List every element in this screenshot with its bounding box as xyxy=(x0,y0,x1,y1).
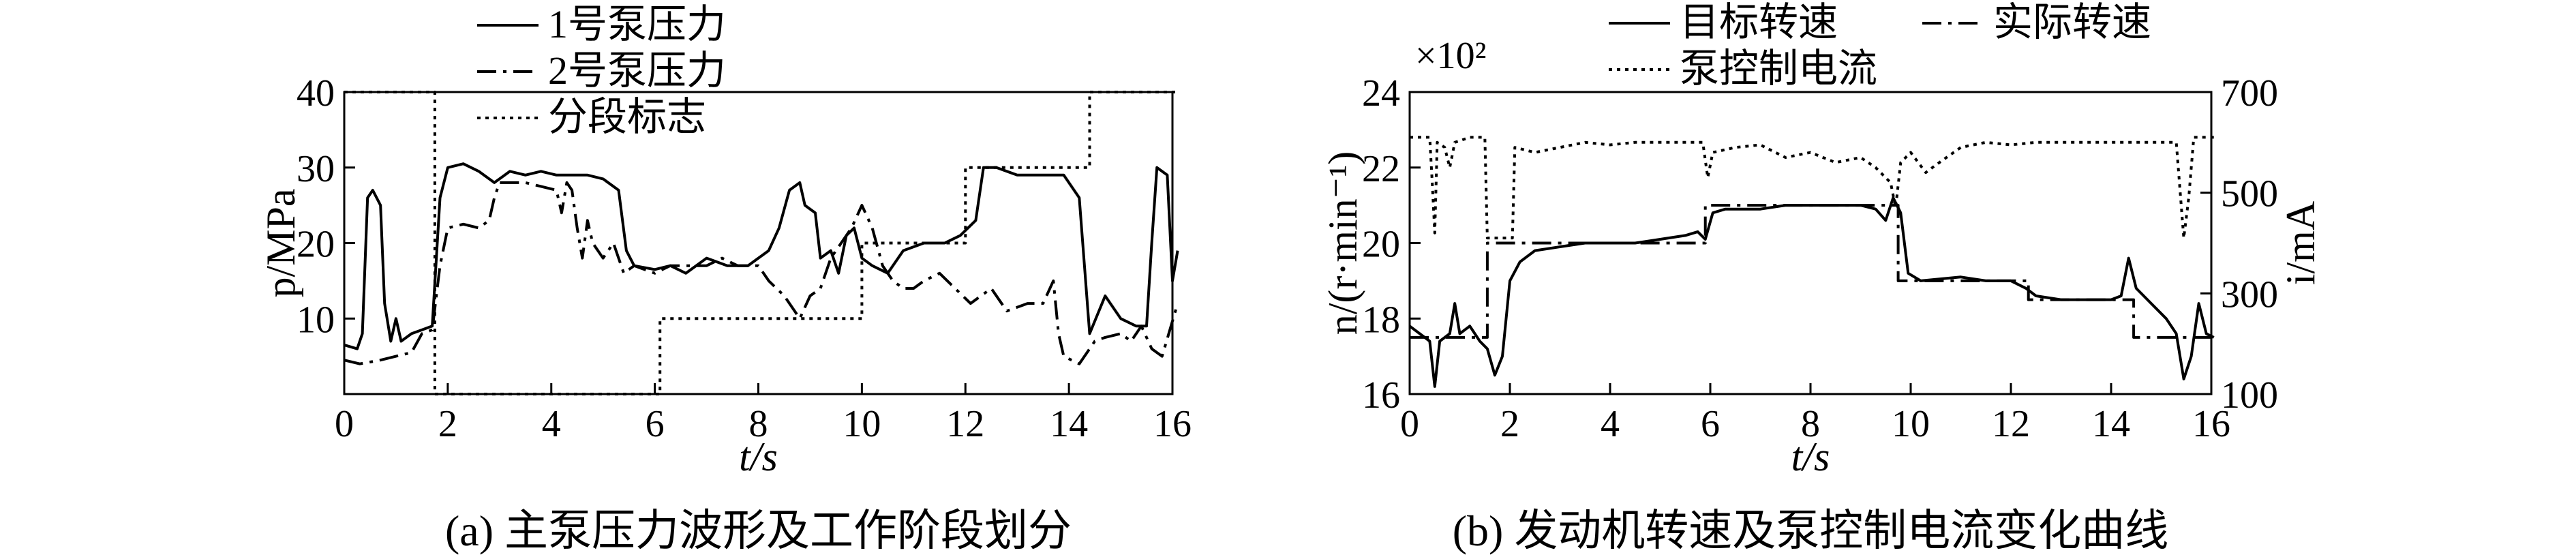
chart-b-ytick-left-label-3: 22 xyxy=(1362,148,1400,190)
chart-b-xtick-label-0: 0 xyxy=(1400,403,1419,445)
chart-b-ytick-left-label-4: 24 xyxy=(1362,72,1400,115)
chart-a-series-0-line xyxy=(344,162,1179,350)
chart-b-ytick-left-label-1: 18 xyxy=(1362,299,1400,341)
chart-a-caption: (a) 主泵压力波形及工作阶段划分 xyxy=(445,507,1072,555)
chart-a-xtick-label-0: 0 xyxy=(335,403,354,445)
chart-a-series-1 xyxy=(344,181,1179,365)
chart-b-ytick-right-label-2: 500 xyxy=(2221,173,2278,215)
chart-a-ylabel: p/MPa xyxy=(258,188,303,297)
chart-b-ytick-right-label-0: 100 xyxy=(2221,374,2278,417)
chart-a-xtick-label-4: 8 xyxy=(749,403,768,445)
chart-b-xtick-label-4: 8 xyxy=(1801,403,1820,445)
chart-b-ytick-left-label-2: 20 xyxy=(1362,224,1400,266)
chart-b-series-1 xyxy=(1410,204,2214,339)
chart-a-xlabel: t/s xyxy=(739,434,778,479)
chart-b-series-1-line xyxy=(1410,204,2214,339)
chart-b-xtick-label-6: 12 xyxy=(1992,403,2030,445)
chart-b-caption: (b) 发动机转速及泵控制电流变化曲线 xyxy=(1453,507,2169,555)
chart-b-xtick-label-2: 4 xyxy=(1601,403,1620,445)
chart-a-xtick-label-2: 4 xyxy=(542,403,561,445)
chart-a-series-2-line xyxy=(344,91,1178,395)
chart-a-ytick-label-1: 20 xyxy=(297,224,335,266)
chart-a-legend-2-label: 分段标志 xyxy=(548,95,706,139)
chart-b-xtick-label-3: 6 xyxy=(1701,403,1720,445)
chart-b-y-multiplier: ×10² xyxy=(1415,35,1486,77)
chart-b-legend-2-label: 泵控制电流 xyxy=(1680,46,1877,91)
chart-a-series-1-line xyxy=(344,181,1179,365)
chart-a-ytick-label-3: 40 xyxy=(297,72,335,115)
chart-b-legend-1-label: 实际转速 xyxy=(1993,0,2151,44)
chart-b-xlabel: t/s xyxy=(1791,434,1830,479)
chart-a-xtick-label-8: 16 xyxy=(1153,403,1192,445)
chart-b-plot-frame xyxy=(1408,91,2213,395)
chart-b-ylabel-right: i/mA xyxy=(2278,201,2323,285)
chart-a-ytick-label-0: 10 xyxy=(297,299,335,341)
chart-b-xtick-label-1: 2 xyxy=(1500,403,1519,445)
chart-a-xtick-label-3: 6 xyxy=(646,403,665,445)
chart-a-xtick-label-1: 2 xyxy=(438,403,457,445)
chart-b-series-2 xyxy=(1410,136,2214,240)
chart-b-xtick-label-7: 14 xyxy=(2092,403,2130,445)
chart-b-ytick-left-label-0: 16 xyxy=(1362,374,1400,417)
chart-b-series-0 xyxy=(1408,196,2215,388)
chart-b-ytick-right-label-3: 700 xyxy=(2221,72,2278,115)
chart-a-plot-frame xyxy=(343,91,1174,395)
chart-a-xtick-label-5: 10 xyxy=(843,403,881,445)
chart-b-xtick-label-8: 16 xyxy=(2192,403,2230,445)
chart-b-xtick-label-5: 10 xyxy=(1892,403,1930,445)
chart-a-legend-0-label: 1号泵压力 xyxy=(548,2,726,46)
chart-a-series-0 xyxy=(344,162,1179,350)
chart-b-ytick-right-label-1: 300 xyxy=(2221,273,2278,316)
chart-b-series-2-line xyxy=(1410,136,2214,240)
chart-a-legend-1-label: 2号泵压力 xyxy=(548,48,726,93)
chart-a-ytick-label-2: 30 xyxy=(297,148,335,190)
chart-b-legend-0-label: 目标转速 xyxy=(1680,0,1838,44)
chart-a-xtick-label-7: 14 xyxy=(1050,403,1088,445)
chart-a-series-2 xyxy=(344,91,1178,395)
chart-b-ylabel-left: n/(r·min⁻¹) xyxy=(1320,151,1365,335)
chart-b-series-0-line xyxy=(1408,196,2215,388)
chart-a-xtick-label-6: 12 xyxy=(946,403,984,445)
